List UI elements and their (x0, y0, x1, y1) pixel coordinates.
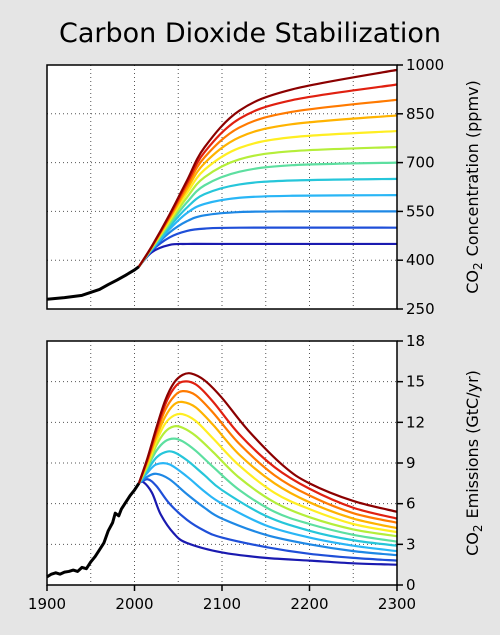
x-tick-label: 1900 (28, 595, 66, 613)
scenario-line-5 (137, 450, 398, 547)
x-tick-label: 2100 (203, 595, 241, 613)
emissions-x-ticks: 1900 2000 2100 2200 2300 (28, 585, 416, 613)
concentration-y-axis-label: CO2 Concentration (ppmv) (463, 80, 485, 294)
emissions-panel: 0 3 6 9 12 15 18 1900 2000 2100 2200 2300 CO2 Emiss… (28, 332, 485, 613)
concentration-grid (47, 65, 397, 309)
scenario-line-3 (138, 472, 398, 557)
scenario-line-2 (138, 478, 398, 562)
concentration-y-ticks: 250 400 550 700 850 1000 (397, 56, 444, 318)
concentration-y-label-subscript: 2 (471, 262, 485, 270)
x-tick-label: 2200 (290, 595, 328, 613)
y-tick-label: 550 (406, 202, 435, 220)
historical-line (46, 482, 141, 579)
emissions-lines (46, 372, 398, 579)
y-tick-label: 1000 (406, 56, 444, 74)
emissions-grid (47, 341, 397, 585)
scenario-line-7 (137, 425, 398, 538)
concentration-y-label-text: Concentration (ppmv) (463, 80, 482, 256)
scenario-line-12 (137, 372, 398, 513)
emissions-y-label-text: Emissions (GtC/yr) (463, 370, 482, 518)
y-tick-label: 850 (406, 105, 435, 123)
y-tick-label: 0 (406, 576, 416, 594)
y-tick-label: 250 (406, 300, 435, 318)
y-tick-label: 3 (406, 535, 416, 553)
scenario-line-9 (137, 400, 398, 530)
y-tick-label: 400 (406, 251, 435, 269)
scenario-line-1 (138, 480, 398, 566)
y-tick-label: 12 (406, 413, 425, 431)
concentration-panel: 250 400 550 700 850 1000 CO2 Concentration (pp… (46, 56, 485, 318)
scenario-line-6 (137, 437, 398, 543)
y-tick-label: 18 (406, 332, 425, 350)
chart-title: Carbon Dioxide Stabilization (59, 18, 441, 49)
y-tick-label: 700 (406, 154, 435, 172)
emissions-y-axis-label: CO2 Emissions (GtC/yr) (463, 370, 485, 556)
scenario-line-4 (138, 461, 398, 553)
emissions-y-label-subscript: 2 (471, 524, 485, 532)
y-tick-label: 6 (406, 495, 416, 513)
emissions-y-ticks: 0 3 6 9 12 15 18 (397, 332, 425, 594)
concentration-y-label-prefix: CO (463, 270, 482, 294)
emissions-y-label-prefix: CO (463, 532, 482, 556)
y-tick-label: 9 (406, 454, 416, 472)
concentration-lines (46, 68, 398, 301)
scenario-line-1 (138, 242, 397, 268)
y-tick-label: 15 (406, 373, 425, 391)
x-tick-label: 2000 (115, 595, 153, 613)
concentration-plot-frame (46, 64, 398, 310)
x-tick-label: 2300 (378, 595, 416, 613)
scenario-line-8 (137, 412, 398, 534)
historical-line (46, 265, 140, 301)
scenario-line-12 (137, 68, 398, 268)
